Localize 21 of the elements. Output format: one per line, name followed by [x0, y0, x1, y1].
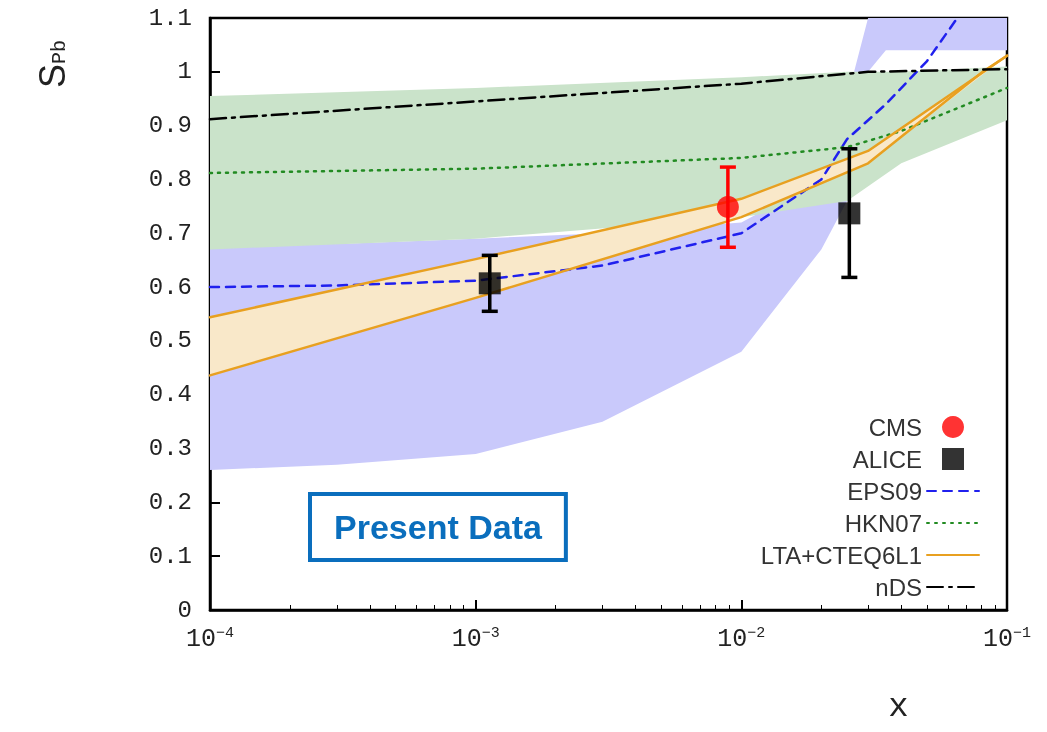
y-tick-label: 0.3 — [148, 435, 192, 463]
y-tick-label: 0.5 — [148, 327, 192, 355]
legend-label: nDS — [875, 573, 922, 601]
y-axis-title: SPb — [31, 39, 73, 89]
y-tick-label: 0.7 — [148, 219, 192, 247]
x-axis-title: x — [888, 688, 909, 726]
legend-label: ALICE — [852, 445, 922, 473]
legend-label: LTA+CTEQ6L1 — [760, 541, 922, 569]
y-tick-label: 0.2 — [148, 488, 192, 516]
legend-label: HKN07 — [844, 509, 922, 537]
y-tick-label: 0 — [177, 596, 192, 624]
y-tick-label: 0.9 — [148, 112, 192, 140]
legend-label: EPS09 — [847, 477, 922, 505]
y-tick-label: 1.1 — [148, 4, 192, 32]
y-tick-label: 0.6 — [148, 273, 192, 301]
y-tick-label: 0.8 — [148, 165, 192, 193]
y-tick-label: 0.1 — [148, 542, 192, 570]
annotation: Present Data — [334, 508, 543, 546]
y-tick-label: 1 — [177, 58, 192, 86]
y-tick-label: 0.4 — [148, 381, 192, 409]
legend-label: CMS — [868, 413, 922, 441]
